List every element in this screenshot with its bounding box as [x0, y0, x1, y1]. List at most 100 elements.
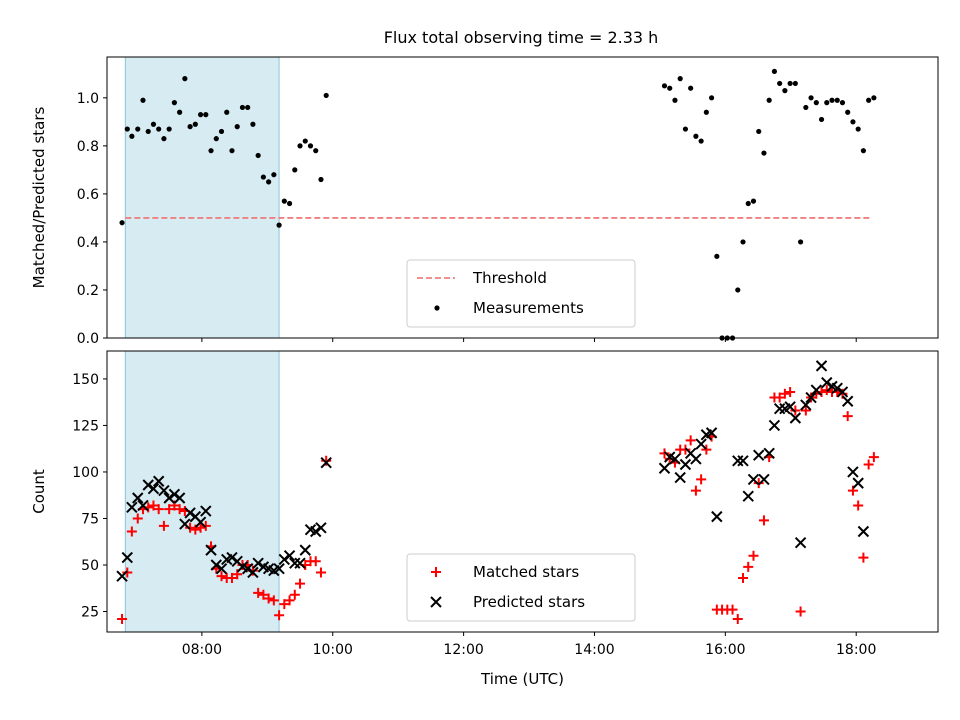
y-tick-label: 0.6 — [77, 187, 99, 203]
measurement-point — [224, 109, 230, 115]
predicted-star-marker — [836, 386, 849, 398]
measurement-point — [866, 97, 872, 103]
measurement-point — [197, 112, 204, 118]
legend-label: Matched stars — [473, 563, 579, 581]
y-tick-label: 150 — [72, 372, 99, 388]
predicted-star-marker — [179, 518, 191, 530]
measurement-point — [281, 198, 287, 204]
matched-star-marker — [122, 567, 133, 578]
predicted-star-marker — [126, 501, 138, 514]
matched-star-marker — [853, 500, 864, 511]
chart-title: Flux total observing time = 2.33 h — [384, 28, 659, 47]
matched-star-marker — [263, 593, 274, 604]
measurement-point — [860, 148, 867, 154]
y-tick-label: 25 — [81, 605, 99, 621]
matched-star-marker — [680, 444, 691, 455]
ratio-panel: 0.0 0.2 0.4 0.6 0.8 1.0 Matched/Predicted star… — [30, 56, 939, 347]
measurement-point — [255, 152, 261, 159]
predicted-star-marker — [320, 456, 332, 469]
predicted-star-marker — [247, 566, 259, 579]
predicted-star-marker — [200, 505, 212, 517]
predicted-star-marker — [747, 473, 760, 486]
predicted-star-marker — [142, 479, 154, 491]
matched-star-marker — [258, 589, 269, 600]
y-axis-label: Count — [30, 469, 48, 514]
measurement-point — [171, 100, 177, 106]
x-tick-label: 18:00 — [836, 642, 876, 658]
measurement-point — [307, 143, 314, 149]
predicted-star-marker — [794, 536, 807, 549]
predicted-star-marker — [758, 473, 770, 486]
predicted-star-marker — [152, 475, 165, 487]
measurement-point — [750, 198, 757, 204]
predicted-star-marker — [168, 488, 181, 500]
measurement-point — [792, 80, 798, 87]
predicted-star-marker — [158, 484, 170, 497]
predicted-star-marker — [753, 449, 765, 461]
predicted-star-marker — [831, 382, 843, 394]
matched-star-marker — [732, 613, 743, 624]
predicted-star-marker — [658, 462, 671, 474]
measurement-point — [714, 253, 720, 259]
measurement-point — [218, 128, 225, 135]
legend-measurement-swatch — [434, 305, 440, 311]
x-tick-label: 10:00 — [313, 642, 353, 658]
predicted-star-marker — [289, 557, 301, 569]
measurement-point — [677, 76, 683, 82]
predicted-star-marker — [210, 559, 222, 571]
matched-star-marker — [126, 526, 137, 537]
measurement-point — [787, 80, 793, 87]
y-tick-label: 0.2 — [77, 283, 99, 299]
measurement-point — [239, 104, 246, 111]
measurement-point — [709, 95, 715, 101]
predicted-star-marker — [116, 570, 128, 582]
legend-predicted-swatch — [430, 596, 442, 608]
predicted-star-marker — [737, 455, 749, 467]
measurement-point — [782, 88, 788, 94]
matched-star-marker — [174, 504, 185, 515]
legend-matched-swatch — [431, 567, 441, 577]
measurement-point — [187, 124, 193, 130]
matched-star-marker — [279, 599, 290, 610]
measurement-point — [203, 112, 209, 118]
predicted-star-marker — [768, 419, 781, 432]
measurement-point — [177, 109, 183, 115]
measurement-point — [855, 126, 861, 132]
matched-star-marker — [758, 515, 769, 526]
matched-star-marker — [800, 405, 811, 416]
predicted-star-marker — [800, 399, 812, 411]
matched-star-marker — [727, 604, 738, 615]
measurement-point — [150, 121, 157, 127]
matched-star-marker — [289, 589, 300, 600]
measurement-point — [693, 133, 699, 139]
matched-star-marker — [868, 452, 879, 463]
measurement-point — [845, 109, 851, 115]
measurement-point — [124, 126, 130, 132]
measurement-point — [735, 287, 741, 293]
matched-star-marker — [200, 520, 211, 531]
measurement-point — [850, 119, 856, 125]
predicted-star-marker — [815, 360, 828, 372]
measurement-point — [161, 136, 167, 142]
matched-star-marker — [779, 388, 790, 399]
measurement-point — [145, 128, 151, 135]
predicted-star-marker — [215, 563, 228, 575]
legend: Matched stars Predicted stars — [406, 553, 636, 622]
x-axis-label: Time (UTC) — [480, 670, 564, 688]
measurement-point — [818, 116, 825, 123]
y-tick-label: 75 — [81, 511, 99, 527]
predicted-star-marker — [147, 483, 160, 495]
measurement-point — [119, 220, 125, 226]
y-tick-label: 100 — [72, 465, 99, 481]
predicted-star-marker — [857, 525, 870, 538]
predicted-star-marker — [137, 499, 149, 512]
matched-star-marker — [117, 613, 128, 624]
measurement-point — [234, 124, 240, 130]
y-tick-label: 0.8 — [77, 139, 99, 155]
matched-star-marker — [863, 459, 874, 470]
matched-star-marker — [315, 567, 326, 578]
predicted-star-marker — [315, 522, 327, 534]
measurement-point — [292, 167, 298, 173]
predicted-star-marker — [205, 544, 217, 556]
predicted-star-marker — [241, 563, 254, 575]
